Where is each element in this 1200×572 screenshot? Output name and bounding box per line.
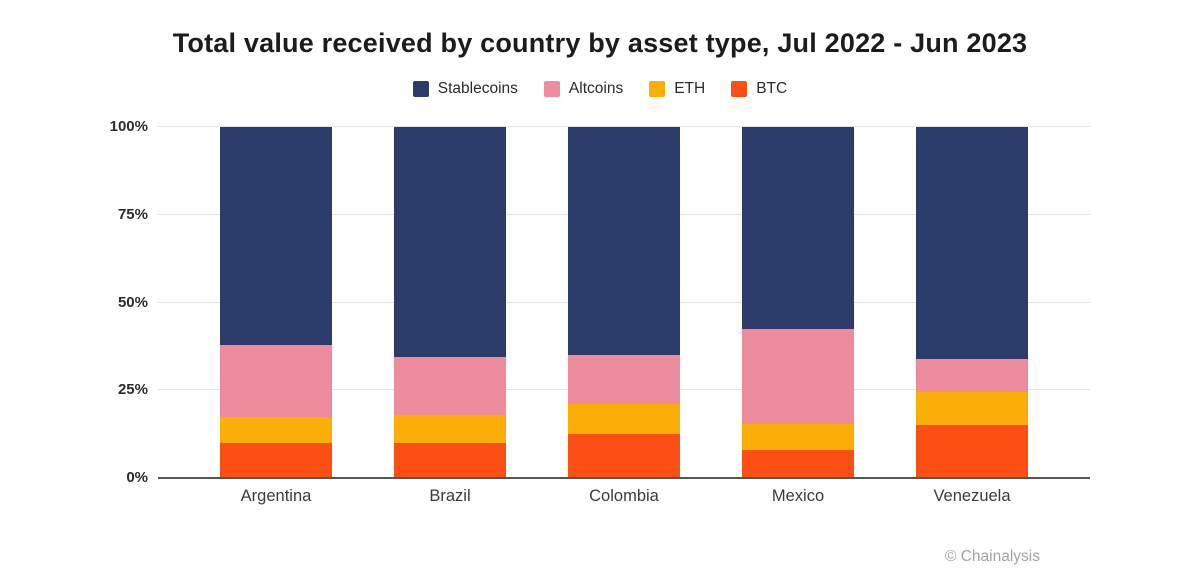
legend-item-btc: BTC [731, 80, 787, 98]
segment-colombia-eth [568, 404, 680, 435]
segment-brazil-stablecoins [394, 127, 506, 357]
bar-mexico [742, 127, 854, 478]
y-tick-label-75: 75% [117, 205, 148, 223]
segment-mexico-eth [742, 423, 854, 450]
legend-swatch-altcoins [543, 81, 560, 97]
legend-item-eth: ETH [649, 80, 705, 98]
bars-container [158, 127, 1090, 478]
bar-argentina [220, 127, 332, 478]
legend-label: ETH [674, 80, 706, 97]
x-label-argentina: Argentina [240, 487, 312, 505]
segment-argentina-btc [220, 442, 332, 478]
segment-mexico-stablecoins [742, 127, 854, 329]
segment-colombia-altcoins [568, 355, 680, 405]
chart-title: Total value received by country by asset… [172, 28, 1028, 58]
bar-colombia [568, 127, 680, 478]
x-label-colombia: Colombia [589, 487, 659, 505]
plot-area [158, 126, 1090, 479]
y-tick-label-100: 100% [109, 118, 148, 135]
segment-venezuela-altcoins [916, 358, 1028, 393]
legend-item-stablecoins: Stablecoins [412, 80, 518, 98]
y-tick-label-25: 25% [117, 381, 148, 399]
segment-colombia-btc [568, 434, 680, 478]
x-label-venezuela: Venezuela [933, 487, 1011, 505]
segment-argentina-eth [220, 416, 332, 443]
segment-brazil-btc [394, 442, 506, 478]
segment-venezuela-eth [916, 392, 1028, 426]
legend-swatch-btc [731, 81, 748, 97]
segment-mexico-btc [742, 449, 854, 478]
legend-swatch-stablecoins [412, 81, 429, 97]
x-axis-labels: Argentina Brazil Colombia Mexico Venezuela [158, 487, 1090, 506]
legend: Stablecoins Altcoins ETH BTC [0, 80, 1200, 98]
bar-venezuela [916, 127, 1028, 478]
segment-argentina-stablecoins [220, 127, 332, 345]
y-tick-label-0: 0% [126, 469, 148, 486]
legend-item-altcoins: Altcoins [543, 80, 624, 98]
segment-mexico-altcoins [742, 328, 854, 424]
legend-swatch-eth [649, 81, 666, 97]
segment-brazil-altcoins [394, 356, 506, 415]
segment-venezuela-btc [916, 425, 1028, 478]
legend-label: Stablecoins [437, 80, 518, 97]
gridline-100 [158, 126, 1090, 127]
x-axis-line [158, 477, 1090, 479]
segment-brazil-eth [394, 414, 506, 443]
segment-argentina-altcoins [220, 344, 332, 417]
y-tick-label-50: 50% [117, 293, 148, 311]
segment-venezuela-stablecoins [916, 127, 1028, 359]
legend-label: Altcoins [568, 80, 624, 97]
x-label-mexico: Mexico [771, 487, 825, 505]
attribution-text: © Chainalysis [945, 548, 1040, 565]
segment-colombia-stablecoins [568, 127, 680, 356]
x-label-brazil: Brazil [429, 487, 471, 505]
bar-brazil [394, 127, 506, 478]
legend-label: BTC [756, 80, 788, 97]
